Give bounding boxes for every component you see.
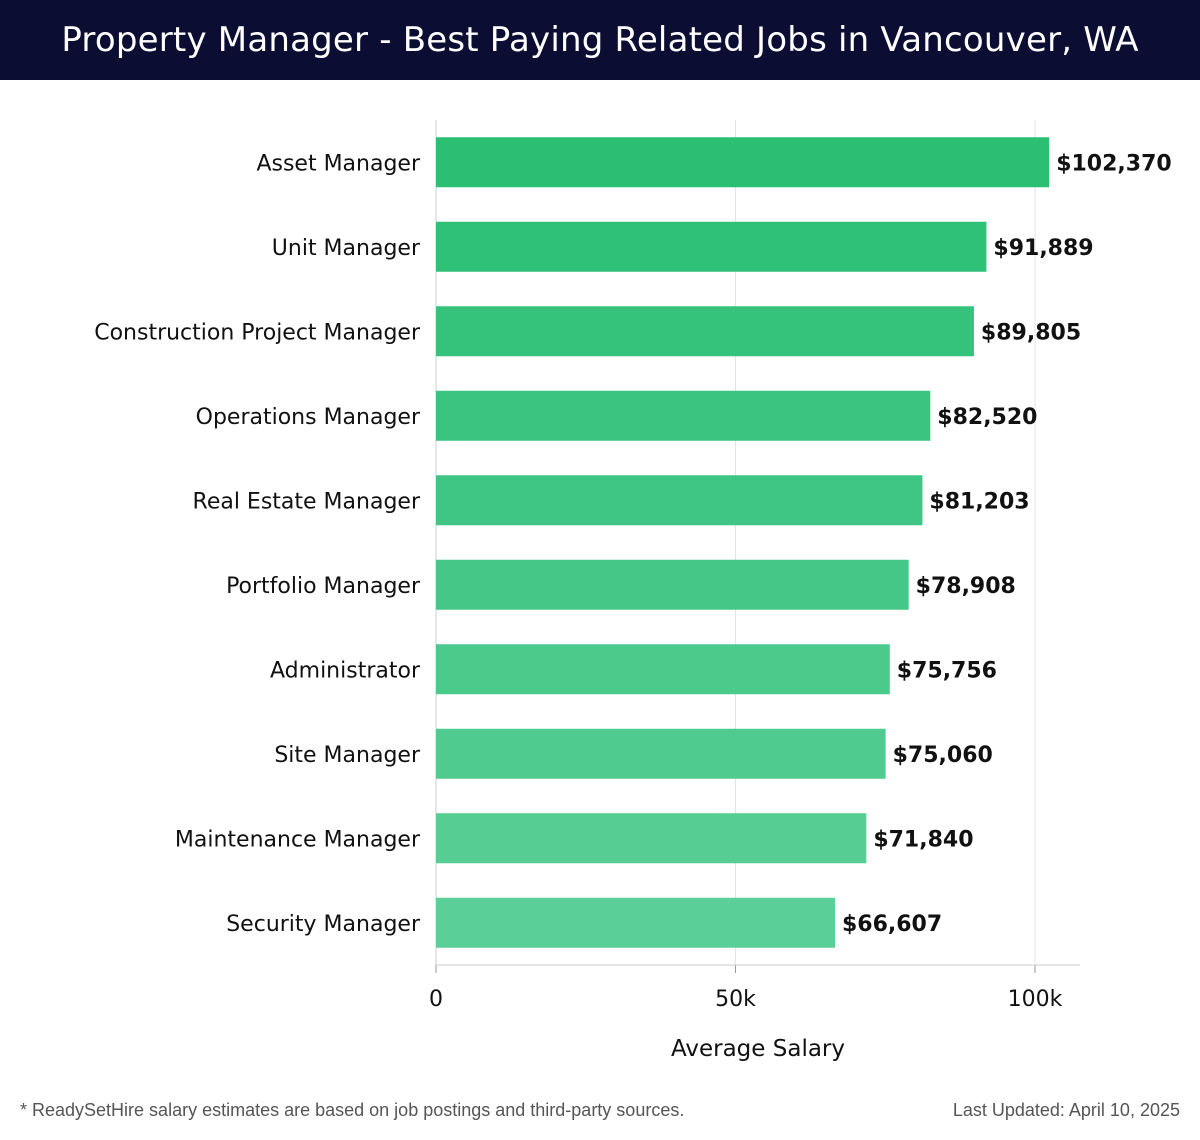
x-tick-label: 50k [715,987,756,1012]
chart-title: Property Manager - Best Paying Related J… [61,20,1139,60]
x-tick-label: 0 [429,987,443,1012]
bar [436,813,867,864]
value-label: $75,060 [893,743,993,768]
value-label: $89,805 [981,320,1081,345]
footer-note: * ReadySetHire salary estimates are base… [20,1100,685,1120]
value-label: $102,370 [1056,151,1172,176]
bar [436,897,835,948]
value-label: $91,889 [993,236,1093,261]
value-label: $71,840 [873,827,973,852]
bar [436,559,909,610]
category-label: Site Manager [274,743,421,768]
value-label: $81,203 [929,489,1029,514]
bar [436,306,974,357]
category-label: Security Manager [226,912,421,937]
category-label: Portfolio Manager [226,574,421,599]
value-label: $66,607 [842,912,942,937]
x-axis-title: Average Salary [671,1036,845,1062]
bar [436,221,987,272]
bar [436,644,890,695]
chart-header: Property Manager - Best Paying Related J… [0,0,1200,80]
category-label: Construction Project Manager [94,320,421,345]
value-label: $82,520 [937,405,1037,430]
value-label: $78,908 [916,574,1016,599]
value-label: $75,756 [897,658,997,683]
category-label: Unit Manager [272,236,421,261]
bar-chart: 0 50k 100k Asset Manager $102,370 Unit Manage… [94,120,1172,1062]
category-label: Operations Manager [196,405,421,430]
bar [436,390,931,441]
bar [436,475,923,526]
last-updated: Last Updated: April 10, 2025 [952,1100,1180,1120]
x-tick-label: 100k [1008,987,1063,1012]
category-label: Administrator [270,658,421,683]
category-label: Real Estate Manager [193,489,421,514]
category-label: Maintenance Manager [175,827,421,852]
bar [436,137,1050,188]
category-label: Asset Manager [256,151,421,176]
bar [436,728,886,779]
